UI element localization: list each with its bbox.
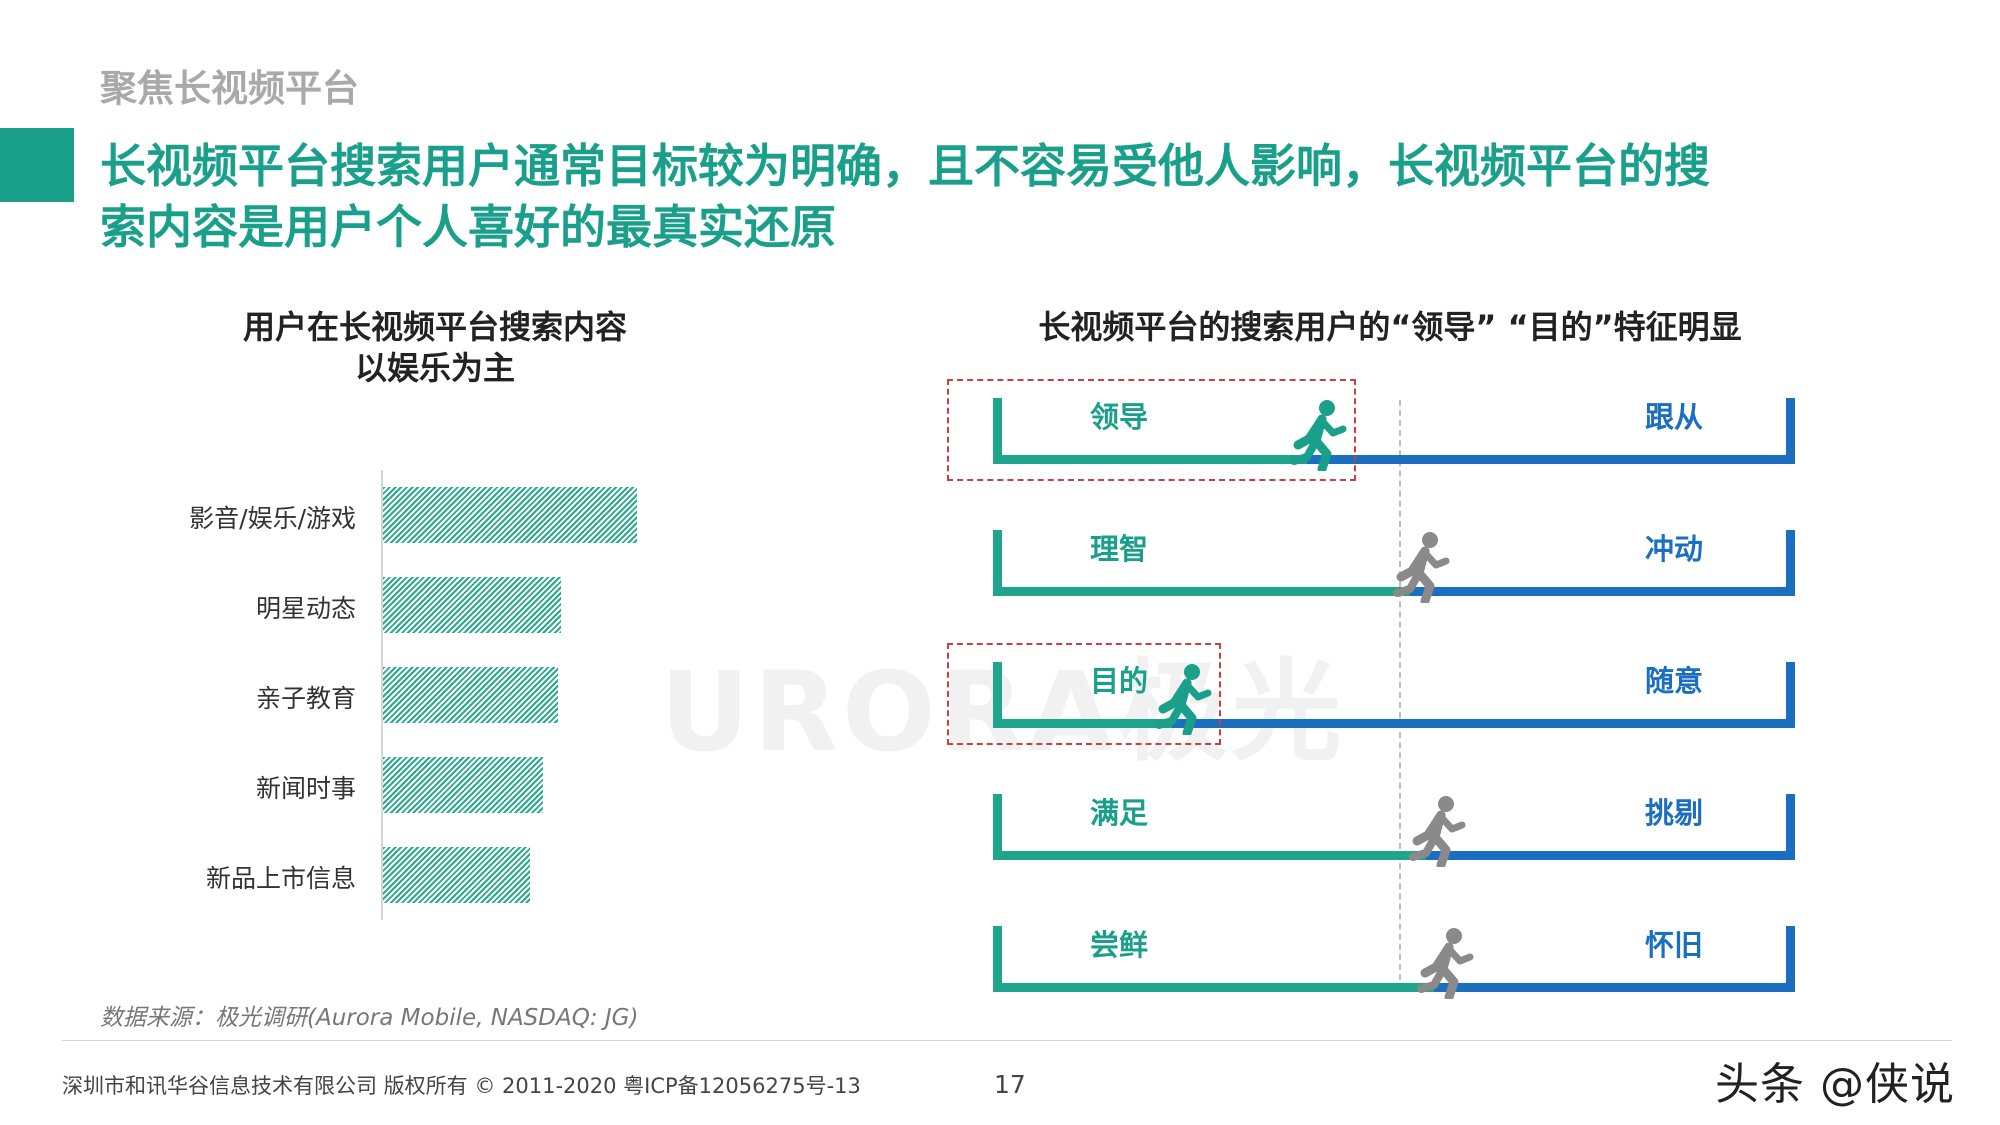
running-person-icon (1408, 795, 1468, 870)
scale-line-right-5 (1434, 983, 1795, 992)
scale-pole-right-3 (1786, 662, 1795, 728)
scale-pole-left-2 (993, 530, 1002, 596)
scale-line-left-2 (993, 587, 1411, 596)
running-person-icon (1416, 927, 1476, 1002)
scale-line-left-4 (993, 851, 1427, 860)
trait-label-right: 挑剔 (1645, 796, 1704, 830)
trait-label-right: 随意 (1645, 664, 1704, 698)
running-person-icon (1392, 531, 1452, 606)
bar-3 (383, 667, 558, 723)
page-number: 17 (994, 1070, 1026, 1099)
highlight-box-3 (947, 643, 1222, 745)
left-chart-title-line-1: 用户在长视频平台搜索内容 (242, 308, 627, 346)
bar-category-label: 新闻时事 (255, 774, 356, 803)
footer-divider (62, 1040, 1952, 1041)
accent-block (0, 128, 74, 202)
headline-line-1: 长视频平台搜索用户通常目标较为明确，且不容易受他人影响，长视频平台的搜 (100, 139, 1710, 193)
bar-1 (383, 487, 637, 543)
bar-category-label: 明星动态 (255, 594, 356, 623)
trait-label-left: 理智 (1090, 532, 1149, 566)
running-person-icon (1154, 663, 1214, 738)
scale-pole-right-1 (1786, 398, 1795, 464)
scale-pole-right-5 (1786, 926, 1795, 992)
trait-label-left: 领导 (1090, 400, 1149, 434)
bar-category-label: 亲子教育 (255, 684, 356, 713)
scale-pole-left-4 (993, 794, 1002, 860)
scale-pole-right-2 (1786, 530, 1795, 596)
bar-4 (383, 757, 543, 813)
highlight-box-1 (947, 379, 1357, 481)
scale-line-left-3 (993, 719, 1173, 728)
left-chart-title: 用户在长视频平台搜索内容 以娱乐为主 (205, 307, 665, 389)
corner-watermark: 头条 @侠说 (1715, 1059, 1955, 1110)
left-chart-title-line-2: 以娱乐为主 (354, 349, 515, 387)
scale-line-right-1 (1307, 455, 1795, 464)
right-chart-title: 长视频平台的搜索用户的“领导” “目的”特征明显 (1038, 308, 1742, 346)
scale-line-left-5 (993, 983, 1435, 992)
bar-2 (383, 577, 561, 633)
scale-line-right-2 (1410, 587, 1795, 596)
scale-line-left-1 (993, 455, 1308, 464)
bar-category-label: 影音/娱乐/游戏 (189, 504, 356, 533)
trait-label-left: 满足 (1090, 796, 1149, 830)
scale-midpoint-divider (1399, 400, 1401, 990)
bar-5 (383, 847, 530, 903)
scale-pole-left-1 (993, 398, 1002, 464)
bar-category-label: 新品上市信息 (205, 864, 356, 893)
trait-label-right: 怀旧 (1645, 928, 1704, 962)
scale-pole-right-4 (1786, 794, 1795, 860)
page-headline: 长视频平台搜索用户通常目标较为明确，且不容易受他人影响，长视频平台的搜 索内容是… (100, 136, 1960, 258)
trait-label-right: 跟从 (1645, 400, 1704, 434)
scale-pole-left-5 (993, 926, 1002, 992)
section-label: 聚焦长视频平台 (100, 67, 359, 110)
source-note: 数据来源：极光调研(Aurora Mobile, NASDAQ: JG) (100, 1005, 639, 1031)
trait-label-right: 冲动 (1645, 532, 1704, 566)
scale-line-right-4 (1426, 851, 1795, 860)
footer-copyright: 深圳市和讯华谷信息技术有限公司 版权所有 © 2011-2020 粤ICP备12… (62, 1074, 861, 1098)
trait-label-left: 目的 (1090, 664, 1149, 698)
trait-label-left: 尝鲜 (1090, 928, 1149, 962)
scale-pole-left-3 (993, 662, 1002, 728)
bar-chart-axis (381, 470, 383, 920)
running-person-icon (1289, 399, 1349, 474)
headline-line-2: 索内容是用户个人喜好的最真实还原 (100, 200, 836, 254)
scale-line-right-3 (1172, 719, 1795, 728)
